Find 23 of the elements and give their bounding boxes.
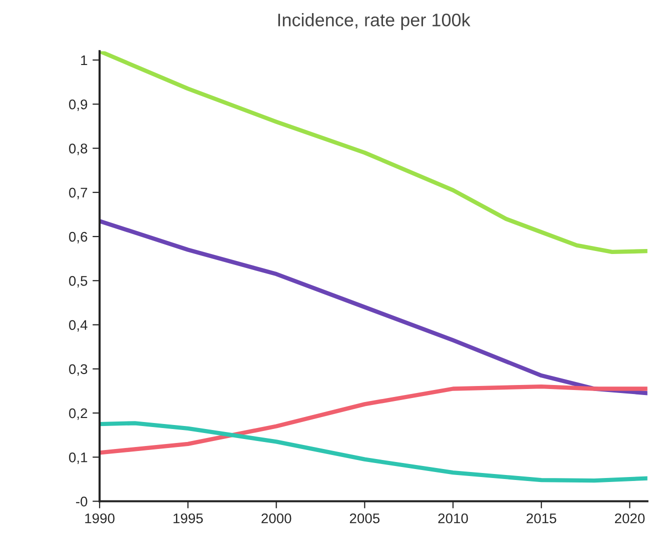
line-series <box>100 51 648 254</box>
line-series <box>100 421 648 483</box>
x-tick-label: 2005 <box>350 513 380 524</box>
y-tick-label: 0,7 <box>69 188 88 200</box>
y-tick-label: 0,9 <box>69 99 88 111</box>
y-tick-label: 0,1 <box>69 452 88 464</box>
x-tick-label: 2010 <box>438 513 468 524</box>
x-tick-label: 1995 <box>174 513 203 524</box>
chart-title: Incidence, rate per 100k <box>278 13 470 30</box>
y-tick-label: 0,4 <box>69 320 88 332</box>
y-tick-label: 0,2 <box>69 408 88 420</box>
y-tick-label: 0,3 <box>69 364 88 376</box>
x-tick-label: 2000 <box>262 513 292 524</box>
line-series <box>100 384 648 455</box>
y-tick-label: -0 <box>76 496 88 506</box>
x-tick-label: 2015 <box>526 513 556 524</box>
x-tick-label: 2020 <box>614 513 645 524</box>
y-tick-label: 0,6 <box>69 232 88 244</box>
x-tick-label: 1990 <box>85 513 115 524</box>
line-series <box>100 218 648 396</box>
y-tick-label: 1 <box>81 56 88 66</box>
y-tick-label: 0,8 <box>69 144 88 156</box>
y-tick-label: 0,5 <box>69 276 88 288</box>
